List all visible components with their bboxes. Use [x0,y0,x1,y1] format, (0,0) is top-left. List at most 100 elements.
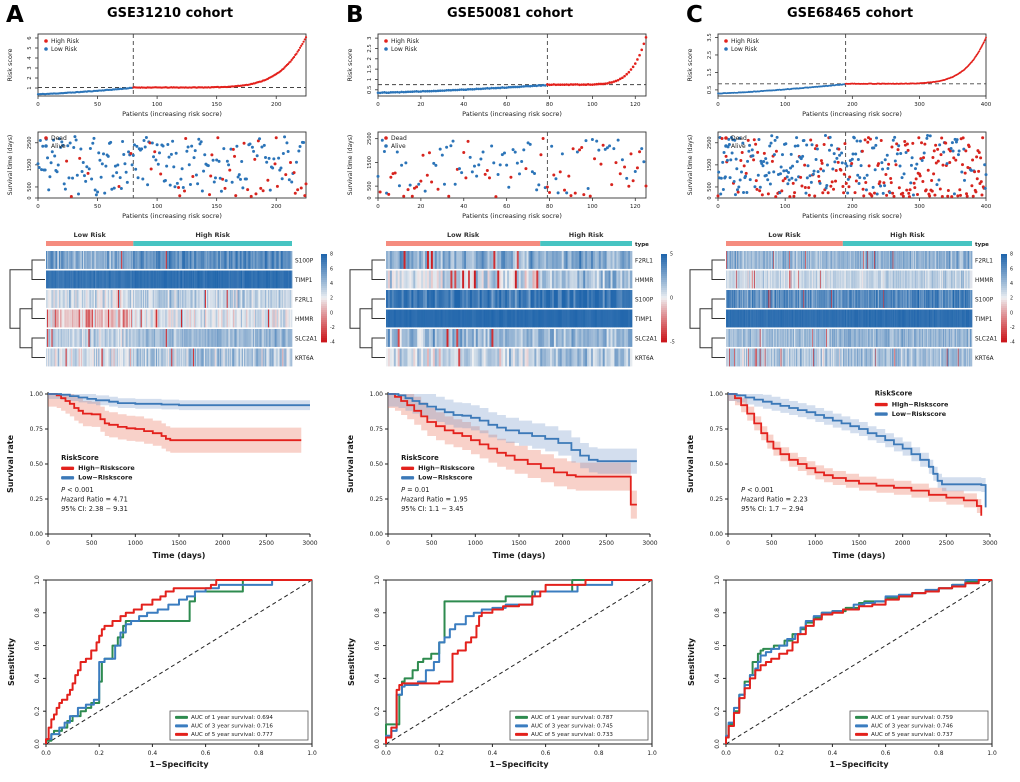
svg-text:Risk score: Risk score [686,48,694,81]
svg-text:500: 500 [367,181,373,191]
svg-text:High Risk: High Risk [569,231,604,239]
svg-text:200: 200 [847,102,858,108]
cohort-title: GSE68465 cohort [786,6,914,21]
cohort-title: GSE31210 cohort [106,6,234,21]
svg-text:Hazard Ratio = 4.71: Hazard Ratio = 4.71 [61,496,128,504]
svg-text:Low−Riskscore: Low−Riskscore [418,474,473,482]
svg-text:Alive: Alive [731,143,746,150]
svg-text:0.2: 0.2 [434,750,444,757]
roc-plot: 0.0 0.0 0.2 0.2 0.4 0.4 0.6 0.6 0.8 0.8 1.0 1.0 1−Sp… [680,572,1020,782]
svg-text:2: 2 [330,296,333,302]
expression-heatmap: Low Risk High Risk S100P TIMP1 F2RL1 HMMR SLC2… [0,226,340,384]
svg-text:Risk score: Risk score [6,48,14,81]
svg-text:1000: 1000 [468,540,483,547]
svg-text:0.4: 0.4 [374,673,381,683]
svg-text:4: 4 [330,281,333,287]
svg-text:Dead: Dead [731,135,747,142]
svg-text:0: 0 [376,204,380,210]
svg-text:0.6: 0.6 [34,641,41,651]
svg-text:High Risk: High Risk [731,38,760,45]
svg-text:95% CI: 2.38 − 9.31: 95% CI: 2.38 − 9.31 [61,505,128,513]
survival-time-plot: 0 20 40 60 80 100 120 0 500 1500 2500 Patients (inc… [340,122,680,226]
svg-text:-5: -5 [670,340,675,346]
svg-text:100: 100 [152,102,163,108]
svg-text:3: 3 [367,36,373,39]
svg-text:F2RL1: F2RL1 [295,298,313,304]
svg-text:AUC of 5 year survival: 0.777: AUC of 5 year survival: 0.777 [191,732,273,738]
svg-text:TIMP1: TIMP1 [634,317,653,323]
svg-text:S100P: S100P [635,298,654,304]
svg-text:0.0: 0.0 [374,739,381,749]
svg-text:0: 0 [330,310,333,316]
svg-text:2.5: 2.5 [367,44,373,52]
svg-text:AUC of 5 year survival: 0.733: AUC of 5 year survival: 0.733 [531,732,613,738]
svg-text:Survival rate: Survival rate [346,434,355,493]
svg-text:KRT6A: KRT6A [295,356,314,362]
svg-text:60: 60 [503,102,510,108]
svg-text:AUC of 1 year survival: 0.694: AUC of 1 year survival: 0.694 [191,715,273,721]
svg-text:Low Risk: Low Risk [447,231,480,239]
panel-A: A GSE31210 cohort 0 50 100 150 200 1 2 3 4 5 6 Pati… [0,0,340,782]
svg-text:1.0: 1.0 [374,575,381,585]
svg-text:0.2: 0.2 [94,750,104,757]
panel-letter: A [6,2,24,28]
svg-text:50: 50 [94,102,101,108]
svg-text:High−Riskscore: High−Riskscore [418,464,475,472]
svg-text:Patients (increasing risk socr: Patients (increasing risk socre) [802,110,902,118]
svg-text:AUC of 3 year survival: 0.745: AUC of 3 year survival: 0.745 [531,723,613,729]
kaplan-meier-plot: 0 500 1000 1500 2000 2500 3000 0.00 0.25 0.50 0.75… [340,384,680,572]
svg-text:1.00: 1.00 [370,391,384,398]
svg-text:20: 20 [417,102,424,108]
svg-text:0.5: 0.5 [367,86,373,94]
svg-text:0.4: 0.4 [34,673,41,683]
svg-text:150: 150 [211,102,222,108]
svg-text:Low Risk: Low Risk [731,46,758,53]
svg-text:5: 5 [27,46,33,49]
svg-text:4: 4 [27,56,33,60]
svg-text:80: 80 [546,204,553,210]
svg-text:1.0: 1.0 [34,575,41,585]
risk-score-plot: 0 100 200 300 400 0.5 1.5 2.5 3.5 Patients (incre… [680,26,1020,122]
svg-text:1500: 1500 [27,158,33,171]
svg-text:High Risk: High Risk [51,38,80,45]
svg-text:400: 400 [981,102,992,108]
svg-text:Alive: Alive [51,143,66,150]
panel-letter: C [686,2,703,28]
svg-text:2000: 2000 [215,540,230,547]
svg-text:1.0: 1.0 [647,750,657,757]
svg-text:0.8: 0.8 [34,608,41,618]
svg-text:0: 0 [46,540,50,547]
svg-text:Sensitivity: Sensitivity [347,637,356,686]
svg-text:0: 0 [386,540,390,547]
svg-text:Patients (increasing risk socr: Patients (increasing risk socre) [122,212,222,220]
svg-text:2500: 2500 [259,540,274,547]
kaplan-meier-plot: 0 500 1000 1500 2000 2500 3000 0.00 0.25 0.50 0.75… [0,384,340,572]
svg-text:S100P: S100P [295,259,314,265]
svg-text:Patients (increasing risk socr: Patients (increasing risk socre) [462,110,562,118]
svg-text:Survival rate: Survival rate [6,434,15,493]
svg-text:1.5: 1.5 [707,68,713,76]
svg-text:0: 0 [36,204,40,210]
kaplan-meier-plot: 0 500 1000 1500 2000 2500 3000 0.00 0.25 0.50 0.75… [680,384,1020,572]
svg-text:2500: 2500 [27,136,33,149]
expression-heatmap: Low Risk High Risk type F2RL1 HMMR S100P TIMP1… [680,226,1020,384]
svg-text:3: 3 [27,66,33,69]
svg-text:Time (days): Time (days) [493,551,546,560]
svg-text:0: 0 [716,102,720,108]
svg-text:40: 40 [460,204,467,210]
cohort-title: GSE50081 cohort [446,6,574,21]
svg-text:P = 0.01: P = 0.01 [401,486,429,494]
svg-text:50: 50 [94,204,101,210]
svg-text:type: type [975,242,989,248]
svg-text:0.6: 0.6 [201,750,211,757]
svg-text:Low Risk: Low Risk [74,231,107,239]
svg-text:SLC2A1: SLC2A1 [295,337,318,343]
svg-text:Low−Riskscore: Low−Riskscore [78,474,133,482]
svg-text:0: 0 [376,102,380,108]
svg-text:F2RL1: F2RL1 [635,259,653,265]
svg-text:1500: 1500 [367,156,373,169]
svg-text:100: 100 [780,204,791,210]
risk-score-plot: 0 20 40 60 80 100 120 0.5 1 1.5 2 2.5 3 Patients (inc… [340,26,680,122]
svg-text:0.8: 0.8 [594,750,604,757]
svg-text:6: 6 [330,266,333,272]
